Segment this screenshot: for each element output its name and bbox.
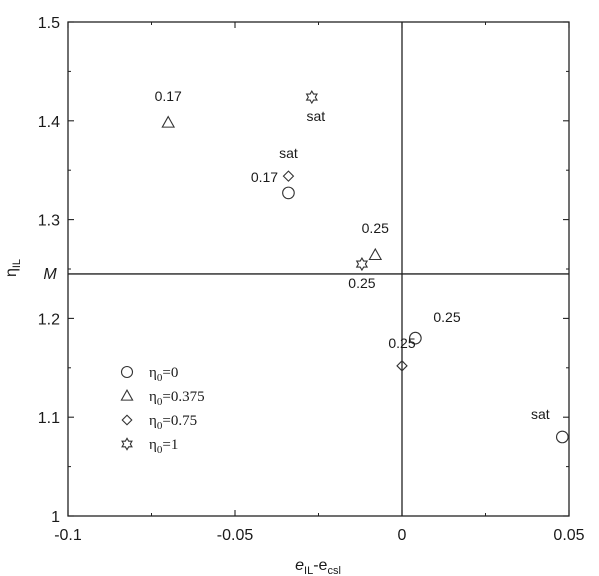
tick-labels: -0.1 -0.05 0 0.05 1 1.1 1.2 1.3 1.4 1.5: [38, 15, 585, 544]
x-tick-label: -0.05: [217, 527, 254, 544]
legend: η0=0 η0=0.375 η0=0.75 η0=1: [120, 365, 205, 456]
data-label: sat: [531, 406, 550, 422]
data-point-circle: [409, 331, 422, 345]
legend-label: η0=0: [149, 365, 178, 384]
y-tick-label: 1.1: [38, 410, 60, 427]
x-tick-label: 0: [398, 527, 407, 544]
x-axis-title-main: e: [295, 557, 304, 574]
legend-label: η0=0.75: [149, 413, 197, 432]
data-label: 0.25: [362, 220, 389, 236]
reference-lines: [68, 22, 569, 516]
data-point-circle: [282, 186, 295, 200]
y-tick-label: 1.4: [38, 114, 60, 131]
x-axis-title: eIL-ecsl: [295, 557, 341, 576]
y-axis-title-main: η: [3, 268, 20, 277]
data-label: 0.17: [251, 169, 278, 185]
legend-marker-circle: [120, 365, 134, 379]
x-tick-label: -0.1: [54, 527, 82, 544]
data-point-circle: [555, 430, 569, 444]
data-point-triangle: [161, 115, 176, 128]
data-label: sat: [306, 108, 325, 124]
y-tick-label: 1.2: [38, 311, 60, 328]
data-label: 0.17: [155, 88, 182, 104]
m-reference-label: M: [43, 266, 57, 283]
x-tick-label: 0.05: [553, 527, 584, 544]
data-label: 0.25: [348, 275, 375, 291]
data-label: sat: [279, 145, 298, 161]
data-label: 0.25: [388, 335, 415, 351]
data-point-triangle: [368, 247, 383, 261]
legend-label: η0=0.375: [149, 389, 205, 408]
legend-marker-diamond: [121, 414, 133, 426]
x-axis-title-dash: -e: [313, 557, 327, 574]
data-point-star: [305, 89, 318, 105]
data-point-star: [355, 256, 369, 272]
plot-frame: [67, 21, 570, 517]
y-tick-label: 1: [51, 509, 60, 526]
y-tick-label: 1.5: [38, 15, 60, 32]
legend-label: η0=1: [149, 437, 178, 456]
data-point-diamond: [396, 360, 408, 372]
x-axis-title-sub1: IL: [304, 565, 313, 576]
legend-marker-star: [121, 437, 133, 451]
data-point-diamond: [282, 170, 295, 182]
legend-marker-triangle: [120, 388, 134, 401]
data-label: 0.25: [433, 309, 460, 325]
axis-ticks: [67, 21, 570, 517]
y-axis-title-sub: IL: [11, 259, 23, 268]
y-tick-label: 1.3: [38, 213, 60, 230]
y-axis-title: ηIL: [3, 259, 23, 277]
x-axis-title-sub2: csl: [327, 565, 340, 576]
data-points: [161, 89, 569, 444]
